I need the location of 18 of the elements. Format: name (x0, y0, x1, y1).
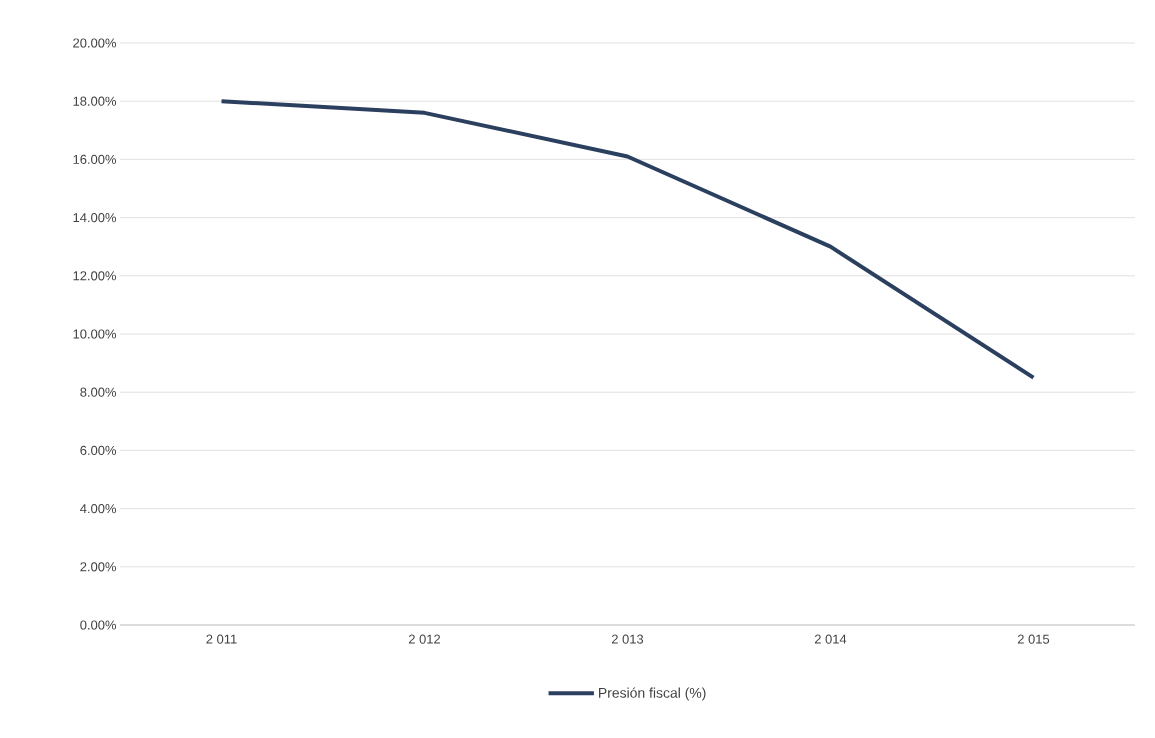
x-tick-label: 2 014 (814, 634, 847, 644)
x-tick-label: 2 013 (611, 634, 644, 644)
line-series (219, 99, 1036, 380)
y-tick-label: 16.00% (73, 154, 117, 164)
y-tick-label: 6.00% (80, 445, 117, 455)
x-tick-label: 2 011 (206, 634, 237, 644)
y-tick-label: 20.00% (73, 38, 117, 48)
legend-label: Presión fiscal (%) (599, 687, 706, 701)
y-tick-label: 8.00% (80, 387, 117, 397)
y-tick-label: 10.00% (73, 329, 117, 339)
x-tick-label: 2 015 (1017, 634, 1050, 644)
y-tick-label: 18.00% (73, 96, 117, 106)
y-tick-label: 14.00% (73, 213, 117, 223)
y-tick-label: 12.00% (73, 271, 117, 281)
y-tick-label: 4.00% (80, 504, 117, 514)
y-tick-label: 2.00% (80, 562, 117, 572)
x-tick-label: 2 012 (408, 634, 441, 644)
y-tick-label: 0.00% (80, 620, 117, 630)
